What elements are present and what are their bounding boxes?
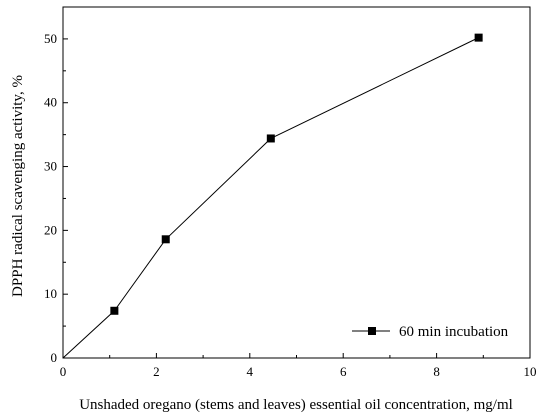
x-tick-label: 10 <box>524 364 537 379</box>
y-tick-label: 10 <box>44 286 57 301</box>
y-axis-ticks: 0 10 20 30 40 50 <box>44 31 68 365</box>
y-axis-title: DPPH radical scavenging activity, % <box>10 75 26 297</box>
x-axis-ticks: 0 2 4 6 8 10 <box>60 353 537 379</box>
x-tick-label: 0 <box>60 364 67 379</box>
x-tick-label: 6 <box>340 364 347 379</box>
y-tick-label: 40 <box>44 95 57 110</box>
y-tick-label: 0 <box>51 350 58 365</box>
data-point-marker <box>266 134 275 143</box>
data-point-marker <box>110 306 119 315</box>
y-tick-label: 30 <box>44 159 57 174</box>
data-point-marker <box>474 33 483 42</box>
x-tick-label: 2 <box>153 364 160 379</box>
y-tick-label: 20 <box>44 222 57 237</box>
data-point-marker <box>161 235 170 244</box>
legend-marker <box>368 327 376 335</box>
plot-frame <box>62 6 531 359</box>
x-tick-label: 4 <box>247 364 254 379</box>
legend: 60 min incubation <box>352 324 509 340</box>
x-axis-title: Unshaded oregano (stems and leaves) esse… <box>79 397 513 413</box>
x-tick-label: 8 <box>433 364 440 379</box>
legend-label: 60 min incubation <box>399 324 509 340</box>
y-tick-label: 50 <box>44 31 57 46</box>
series-line <box>62 37 479 359</box>
series-layer <box>62 33 483 359</box>
